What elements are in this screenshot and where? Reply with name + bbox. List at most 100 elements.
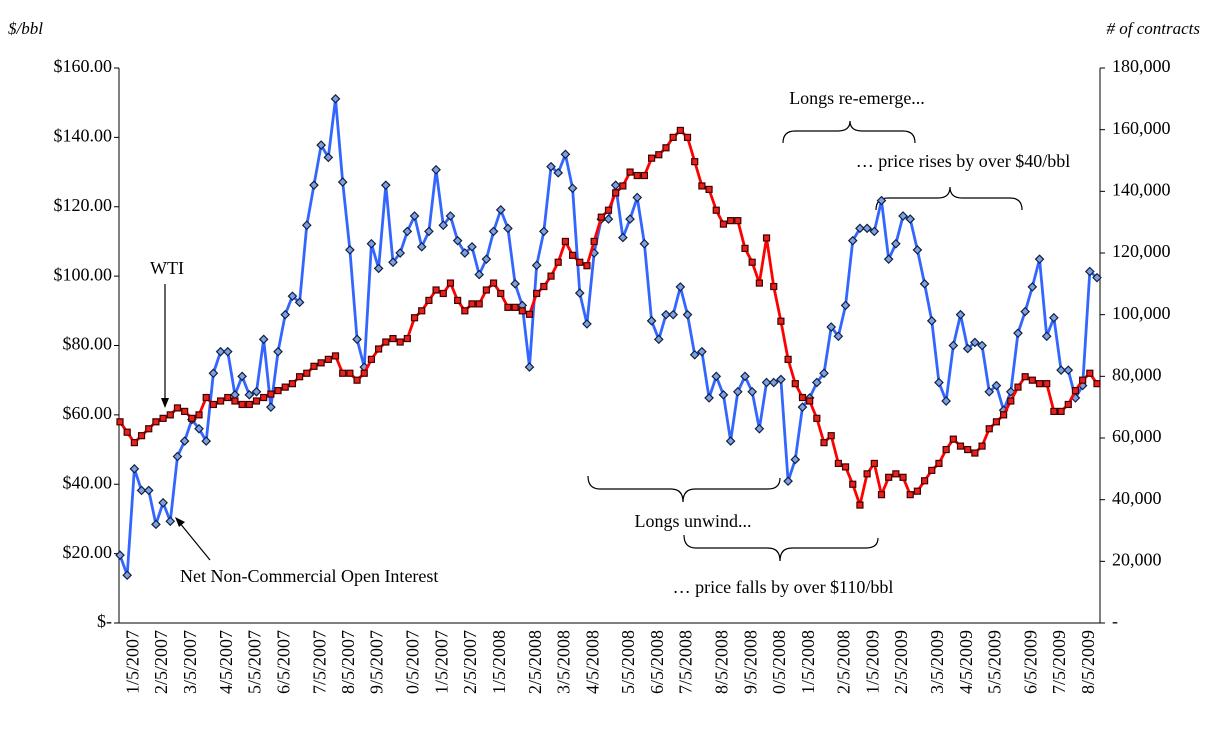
marker (1005, 386, 1016, 397)
x-tick-label: 8/5/2007 (338, 630, 358, 694)
y2-tick-label: 180,000 (1112, 56, 1171, 76)
marker (525, 310, 534, 318)
marker (1092, 272, 1102, 283)
marker (116, 418, 124, 426)
x-tick-label: 7/5/2008 (676, 630, 696, 694)
marker (704, 393, 714, 403)
marker (913, 487, 922, 495)
marker (869, 226, 880, 237)
marker (510, 278, 520, 289)
marker (675, 282, 686, 292)
marker (337, 177, 348, 187)
marker (518, 307, 526, 315)
marker (115, 550, 125, 561)
marker (928, 466, 936, 474)
marker (388, 257, 398, 268)
marker (553, 167, 564, 178)
marker (1021, 373, 1029, 381)
marker (1056, 365, 1066, 376)
marker (446, 279, 455, 287)
marker (137, 432, 146, 440)
marker (1043, 380, 1051, 388)
marker (984, 386, 995, 397)
marker (216, 397, 225, 405)
marker (610, 180, 621, 191)
marker (991, 380, 1002, 391)
marker (840, 300, 851, 311)
y-tick-label: $80.00 (63, 334, 113, 354)
noi-label: Net Non-Commercial Open Interest (180, 566, 438, 586)
marker (856, 501, 864, 509)
x-tick-label: 8/5/2009 (1078, 630, 1098, 694)
marker (373, 263, 384, 274)
marker (798, 393, 807, 402)
marker (971, 449, 979, 457)
marker (418, 307, 426, 315)
marker (208, 368, 219, 379)
x-tick-label: 9/5/2007 (367, 630, 387, 694)
marker (1000, 411, 1008, 419)
y-axis-label: $/bbl (8, 19, 43, 38)
marker (130, 439, 138, 447)
marker (424, 226, 434, 237)
marker (280, 309, 291, 320)
marker (380, 180, 391, 191)
marker (912, 245, 923, 255)
x-tick-label: 0/5/2008 (769, 630, 789, 694)
marker (668, 309, 679, 320)
marker (640, 171, 649, 180)
marker (1035, 380, 1044, 388)
marker (1086, 369, 1094, 377)
x-tick-label: 5/5/2008 (618, 630, 638, 694)
marker (885, 473, 893, 481)
marker (323, 152, 334, 163)
x-tick-label: 0/5/2007 (403, 630, 423, 694)
marker (511, 303, 519, 311)
marker (482, 286, 490, 294)
y2-tick-label: 20,000 (1112, 549, 1162, 569)
marker (495, 204, 506, 215)
marker (1084, 266, 1095, 277)
marker (841, 463, 850, 471)
marker (977, 340, 987, 351)
marker (655, 151, 663, 159)
marker (683, 133, 692, 141)
marker (646, 315, 657, 326)
marker (970, 337, 980, 348)
y-tick-label: $160.00 (54, 56, 113, 76)
x-tick-label: 1/5/2008 (489, 630, 509, 694)
x-tick-label: 9/5/2008 (740, 630, 760, 694)
marker (475, 300, 483, 308)
marker (790, 454, 801, 465)
marker (949, 435, 957, 443)
x-tick-label: 2/5/2009 (891, 630, 911, 694)
marker (719, 220, 728, 228)
x-tick-label: 3/5/2007 (180, 630, 200, 694)
x-tick-label: 2/5/2008 (834, 630, 854, 694)
marker (942, 445, 950, 454)
marker (324, 355, 332, 363)
marker (260, 393, 268, 402)
marker (416, 241, 427, 252)
marker (898, 211, 908, 221)
marker (330, 93, 341, 104)
marker (382, 338, 390, 346)
marker (367, 355, 376, 363)
marker (360, 369, 368, 377)
marker (172, 451, 183, 462)
marker (504, 303, 512, 311)
marker (633, 171, 641, 180)
marker (662, 144, 670, 152)
marker (590, 237, 598, 246)
marker (582, 319, 592, 329)
marker (345, 245, 355, 255)
x-tick-label: 6/5/2008 (647, 630, 667, 694)
marker (195, 411, 203, 419)
x-tick-label: 3/5/2009 (927, 630, 947, 694)
marker (691, 158, 699, 166)
marker (439, 289, 447, 298)
marker (281, 383, 289, 391)
marker (741, 244, 749, 252)
wti-label: WTI (150, 258, 184, 278)
marker (201, 436, 212, 446)
